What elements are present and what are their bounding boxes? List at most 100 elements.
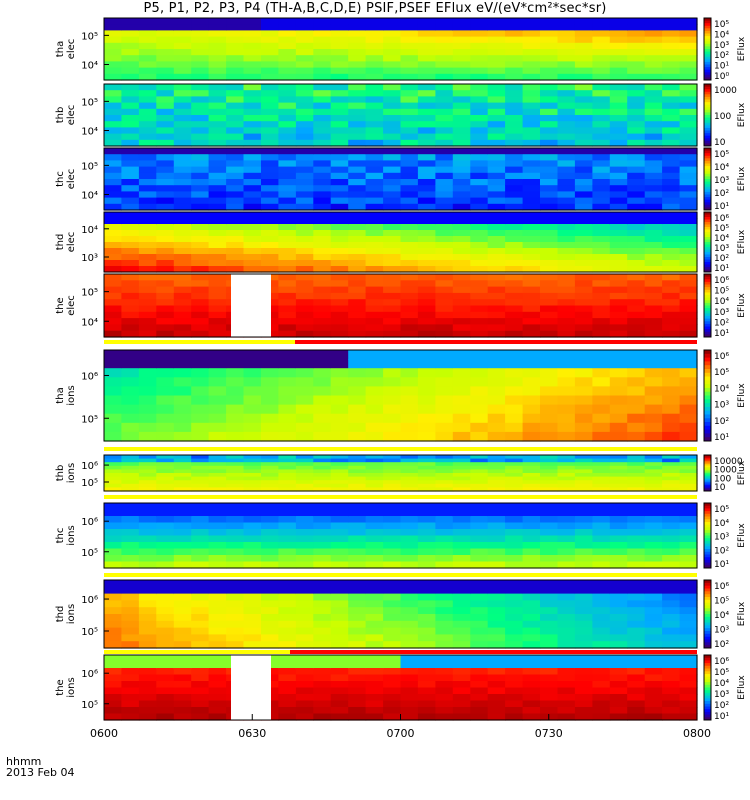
heatmap-cell: [243, 90, 262, 97]
heatmap-cell: [487, 509, 506, 517]
heatmap-cell: [400, 627, 419, 635]
heatmap-cell: [365, 476, 384, 481]
heatmap-cell: [348, 458, 367, 463]
colorbar-swatch: [704, 30, 711, 34]
heatmap-cell: [313, 535, 332, 543]
heatmap-cell: [330, 236, 349, 243]
heatmap-cell: [662, 593, 681, 601]
heatmap-cell: [644, 480, 663, 485]
heatmap-cell: [592, 127, 611, 135]
heatmap-cell: [574, 254, 593, 261]
colorbar-swatch: [704, 717, 711, 721]
colorbar-swatch: [704, 557, 711, 561]
heatmap-cell: [278, 593, 297, 601]
heatmap-cell: [505, 548, 524, 556]
heatmap-cell: [156, 242, 175, 249]
heatmap-cell: [522, 377, 541, 387]
heatmap-cell: [121, 535, 140, 543]
heatmap-cell: [383, 115, 402, 122]
heatmap-cell: [400, 668, 419, 676]
heatmap-cell: [452, 458, 471, 463]
heatmap-cell: [522, 542, 541, 550]
heatmap-cell: [226, 248, 245, 255]
heatmap-cell: [104, 620, 122, 629]
heatmap-cell: [208, 61, 227, 69]
heatmap-cell: [592, 469, 611, 474]
heatmap-cell: [348, 620, 367, 629]
heatmap-cell: [121, 139, 140, 147]
heatmap-cell: [383, 191, 402, 199]
heatmap-cell: [627, 84, 646, 91]
heatmap-cell: [470, 49, 489, 56]
y-tick-label: 10⁵: [81, 31, 98, 42]
heatmap-cell: [383, 299, 402, 307]
heatmap-cell: [295, 84, 314, 91]
heatmap-cell: [173, 160, 192, 168]
colorbar-frame: [703, 654, 712, 721]
heatmap-cell: [121, 172, 140, 180]
heatmap-cell: [540, 203, 558, 211]
heatmap-cell: [452, 292, 471, 300]
heatmap-cell: [156, 503, 175, 511]
heatmap-cell: [557, 18, 576, 25]
heatmap-cell: [574, 600, 593, 608]
heatmap-cell: [295, 458, 314, 463]
heatmap-cell: [470, 614, 489, 622]
heatmap-cell: [191, 593, 210, 601]
heatmap-cell: [191, 455, 210, 460]
colorbar-swatch: [704, 461, 711, 463]
heatmap-cell: [522, 431, 541, 442]
colorbar-tick-label: 10: [714, 138, 726, 148]
heatmap-cell: [470, 404, 489, 415]
heatmap-cell: [452, 694, 471, 702]
heatmap-cell: [173, 509, 192, 517]
heatmap-cell: [383, 121, 402, 128]
heatmap-cell: [104, 641, 122, 649]
heatmap-cell: [505, 458, 524, 463]
heatmap-cell: [662, 483, 681, 488]
colorbar-swatch: [704, 399, 711, 404]
heatmap-cell: [156, 108, 175, 116]
heatmap-cell: [522, 681, 541, 689]
heatmap-cell: [627, 607, 646, 615]
heatmap-cell: [470, 299, 489, 307]
heatmap-cell: [679, 655, 698, 663]
colorbar-swatch: [704, 361, 711, 366]
heatmap-cell: [138, 108, 157, 116]
heatmap-cell: [313, 368, 332, 378]
heatmap-cell: [470, 179, 489, 186]
heatmap-cell: [487, 160, 506, 168]
heatmap-cell: [609, 49, 628, 56]
heatmap-cell: [243, 36, 262, 44]
heatmap-cell: [261, 620, 279, 629]
heatmap-cell: [138, 212, 157, 219]
heatmap-cell: [138, 503, 157, 511]
heatmap-cell: [644, 286, 663, 294]
heatmap-cell: [400, 687, 419, 695]
colorbar-swatch: [704, 281, 711, 285]
heatmap-cell: [592, 154, 611, 161]
heatmap-cell: [208, 529, 227, 537]
heatmap-cell: [226, 121, 245, 128]
heatmap-cell: [173, 274, 192, 281]
heatmap-cell: [592, 73, 611, 81]
heatmap-cell: [348, 668, 367, 676]
heatmap-cell: [365, 139, 384, 147]
heatmap-cell: [383, 260, 402, 267]
heatmap-cell: [295, 694, 314, 702]
heatmap-cell: [226, 350, 245, 360]
heatmap-cell: [609, 148, 628, 155]
heatmap-cell: [627, 42, 646, 50]
heatmap-cell: [662, 179, 681, 186]
heatmap-cell: [278, 254, 297, 261]
heatmap-cell: [348, 694, 367, 702]
heatmap-cell: [505, 483, 524, 488]
heatmap-cell: [173, 561, 192, 569]
heatmap-cell: [278, 212, 297, 219]
colorbar-swatch: [704, 72, 711, 76]
heatmap-cell: [540, 139, 558, 147]
heatmap-cell: [226, 49, 245, 56]
heatmap-cell: [679, 641, 698, 649]
